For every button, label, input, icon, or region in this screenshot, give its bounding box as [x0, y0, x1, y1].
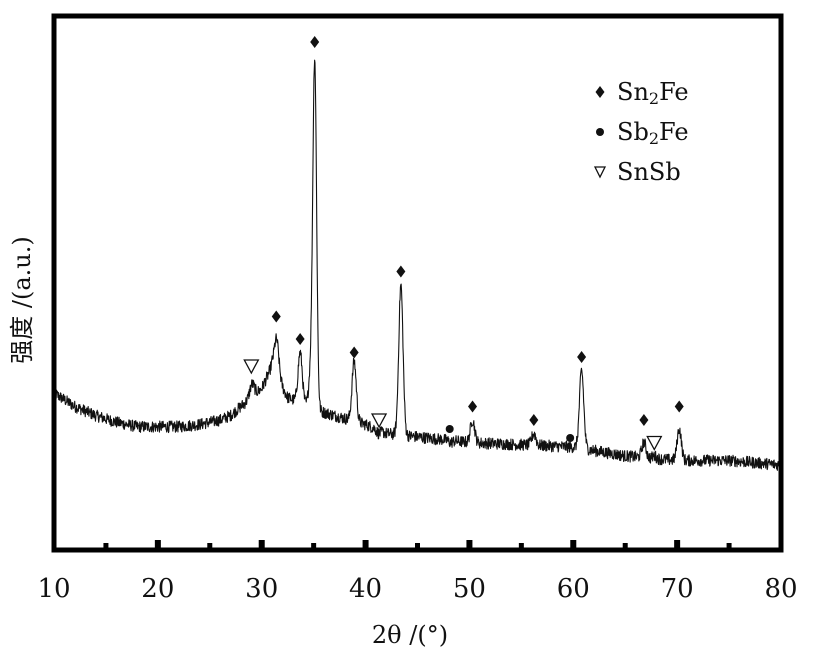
snsb-peak-marker — [646, 435, 663, 451]
legend-dot-symbol — [596, 128, 604, 136]
x-axis-ticks: 10 20 30 40 50 60 70 80 — [37, 540, 798, 604]
y-axis-label: 强度 /(a.u.) — [8, 236, 36, 363]
legend-label-main: Sn — [617, 78, 649, 106]
sn2fe-peak-marker — [310, 36, 320, 48]
sb2fe-peak-marker — [445, 425, 454, 433]
sn2fe-peak-marker — [396, 265, 406, 278]
x-minor-tick — [622, 543, 628, 548]
legend-label: Sb2Fe — [617, 118, 689, 148]
x-minor-tick — [103, 543, 109, 548]
sb2fe-peak-marker — [566, 434, 575, 442]
x-major-tick — [466, 540, 473, 548]
legend-label-main: SnSb — [617, 158, 681, 186]
spectrum-layer — [53, 59, 782, 471]
legend-label-suffix: Fe — [659, 118, 689, 146]
sn2fe-peak-marker — [271, 310, 281, 323]
sn2fe-peak-marker — [349, 346, 359, 359]
x-tick-label: 60 — [557, 574, 590, 604]
legend-box — [585, 70, 713, 198]
legend-label-suffix: Fe — [659, 78, 689, 106]
marker-layer — [243, 36, 684, 451]
legend-triangle-symbol — [593, 166, 607, 179]
x-minor-tick — [415, 543, 420, 548]
x-tick-label: 70 — [661, 574, 694, 604]
x-tick-label: 20 — [141, 574, 174, 604]
x-minor-tick — [207, 543, 213, 548]
legend-label-main: Sb — [617, 118, 649, 146]
sn2fe-peak-marker — [468, 400, 478, 413]
sn2fe-peak-marker — [639, 414, 649, 426]
sn2fe-peak-marker — [295, 333, 305, 345]
sn2fe-peak-marker — [529, 414, 539, 426]
x-tick-label: 10 — [37, 574, 70, 604]
xrd-pattern-line — [53, 59, 782, 471]
x-major-tick — [362, 540, 369, 548]
x-minor-tick — [726, 543, 732, 548]
legend-diamond-symbol — [595, 86, 605, 98]
x-axis-label: 2θ /(°) — [372, 621, 448, 649]
sn2fe-peak-marker — [577, 351, 587, 363]
plot-frame — [51, 13, 784, 553]
sn2fe-peak-marker — [674, 400, 684, 413]
snsb-peak-marker — [243, 359, 260, 375]
legend-label-subscript: 2 — [649, 89, 659, 108]
x-tick-label: 80 — [764, 574, 797, 604]
x-minor-tick — [311, 543, 317, 548]
legend-label: SnSb — [617, 158, 681, 186]
x-tick-label: 30 — [245, 574, 278, 604]
snsb-peak-marker — [370, 413, 388, 429]
x-major-tick — [570, 540, 577, 548]
x-tick-label: 40 — [349, 574, 382, 604]
x-major-tick — [258, 540, 265, 548]
x-tick-label: 50 — [453, 574, 486, 604]
x-major-tick — [674, 540, 681, 548]
x-major-tick — [154, 540, 161, 548]
legend-label-subscript: 2 — [649, 129, 659, 148]
legend-label: Sn2Fe — [617, 78, 689, 108]
x-minor-tick — [518, 543, 524, 548]
